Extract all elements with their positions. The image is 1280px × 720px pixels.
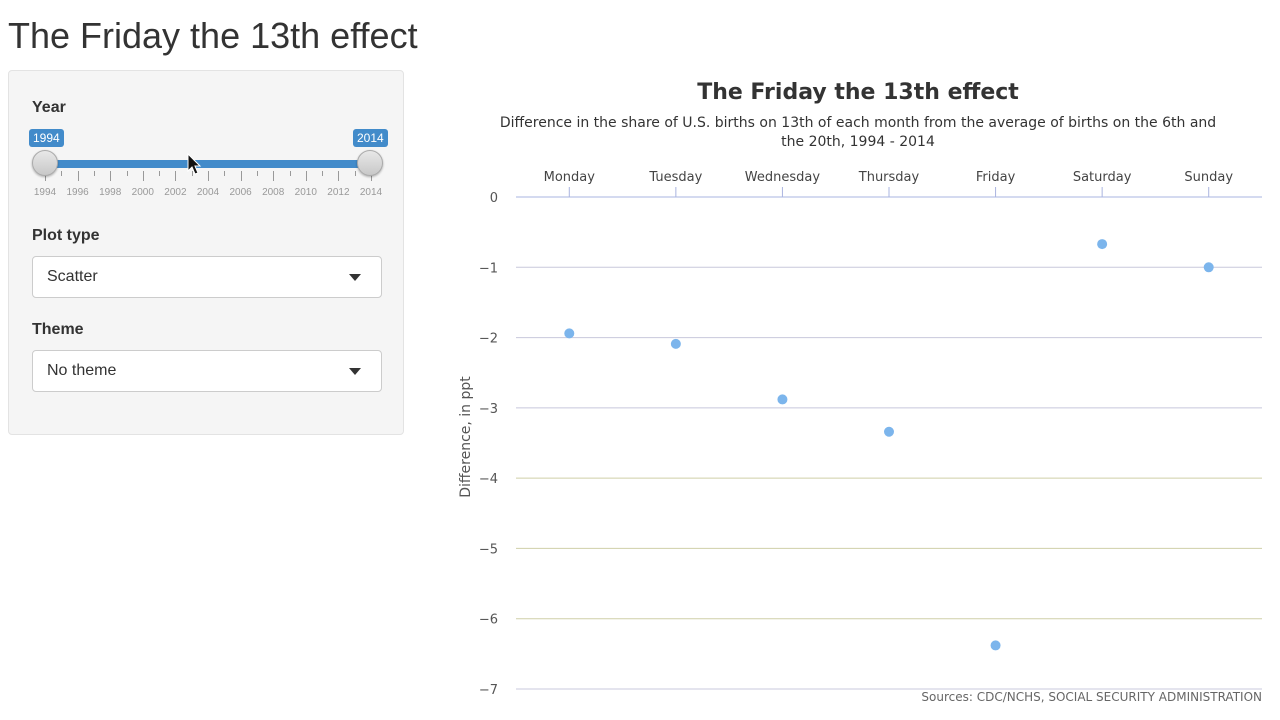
y-tick-label: −7 [479,683,498,698]
slider-tick [126,171,128,176]
slider-tick-label: 1996 [66,187,89,198]
mouse-cursor-icon [187,153,202,175]
slider-tick [338,171,340,181]
slider-tick [305,171,307,181]
slider-from-handle[interactable] [32,150,58,176]
slider-tick-label: 2006 [229,187,252,198]
slider-tick [159,171,161,176]
y-tick-label: −4 [479,472,498,487]
y-tick-label: −1 [479,261,498,276]
x-tick-label: Friday [976,170,1016,185]
slider-tick [142,171,144,181]
slider-tick-label: 1994 [33,187,57,198]
slider-tick [45,171,46,181]
x-tick-label: Monday [544,170,596,185]
y-tick-label: 0 [490,191,498,206]
slider-to-handle[interactable] [357,150,383,176]
slider-tick [175,171,177,181]
chart-container: The Friday the 13th effect Difference in… [440,70,1280,720]
plot-type-label: Plot type [32,227,100,244]
slider-tick [354,171,356,176]
slider-tick [93,171,95,176]
slider-tick-label: 1998 [99,187,122,198]
slider-tick [61,171,63,176]
plot-type-select[interactable]: Scatter [32,256,382,298]
slider-tick [208,171,209,181]
chart-credits: Sources: CDC/NCHS, SOCIAL SECURITY ADMIN… [921,690,1262,704]
slider-tick-label: 2008 [262,187,285,198]
data-point [1097,239,1108,250]
slider-tick [289,171,291,176]
y-tick-label: −6 [479,613,498,628]
page-title: The Friday the 13th effect [8,15,418,56]
slider-tick [322,171,324,176]
slider-to-value: 2014 [353,129,388,147]
year-slider[interactable]: 1994 2014 1994 1996 1998 2000 2002 2004 2006 20… [9,71,405,211]
data-point [670,338,681,349]
slider-tick-label: 2002 [164,187,187,198]
year-label: Year [32,99,66,116]
x-tick-label: Wednesday [745,170,821,185]
data-point [884,426,894,437]
slider-tick-label: 2012 [327,187,350,198]
chevron-down-icon [349,368,361,375]
x-tick-label: Sunday [1184,170,1233,185]
theme-select[interactable]: No theme [32,350,382,392]
slider-tick [256,171,258,176]
slider-tick-label: 2000 [131,187,154,198]
slider-tick [110,171,112,181]
y-tick-label: −2 [479,332,498,347]
data-point [990,640,1001,651]
slider-tick [77,171,79,181]
theme-label: Theme [32,321,84,338]
chevron-down-icon [349,274,361,281]
sidebar-panel: Year 1994 2014 1994 1996 1998 2000 2002 2004 2… [8,70,404,435]
data-point [564,328,575,339]
scatter-chart: 0 −1 −2 −3 −4 −5 −6 −7 Monday Tuesday Wednesday Thu… [458,170,1262,704]
data-point [777,394,788,405]
slider-tick-label: 2010 [294,187,317,198]
slider-tick [371,171,372,181]
chart-title: The Friday the 13th effect [697,80,1019,105]
data-point [1203,262,1214,273]
slider-from-value: 1994 [29,129,64,147]
y-tick-label: −3 [479,402,498,417]
x-tick-label: Tuesday [648,170,702,185]
slider-tick [273,171,275,181]
slider-tick-label: 2014 [359,187,383,198]
slider-selected-range[interactable] [45,160,371,168]
slider-tick [191,171,193,176]
y-tick-label: −5 [479,542,498,557]
y-axis-title: Difference, in ppt [458,376,474,498]
slider-tick [224,171,226,176]
plot-type-value: Scatter [47,268,98,285]
slider-tick-label: 2004 [196,187,220,198]
x-tick-label: Thursday [858,170,920,185]
chart-subtitle: Difference in the share of U.S. births o… [499,115,1217,150]
x-tick-label: Saturday [1073,170,1132,185]
theme-value: No theme [47,362,117,379]
slider-tick [240,171,242,181]
